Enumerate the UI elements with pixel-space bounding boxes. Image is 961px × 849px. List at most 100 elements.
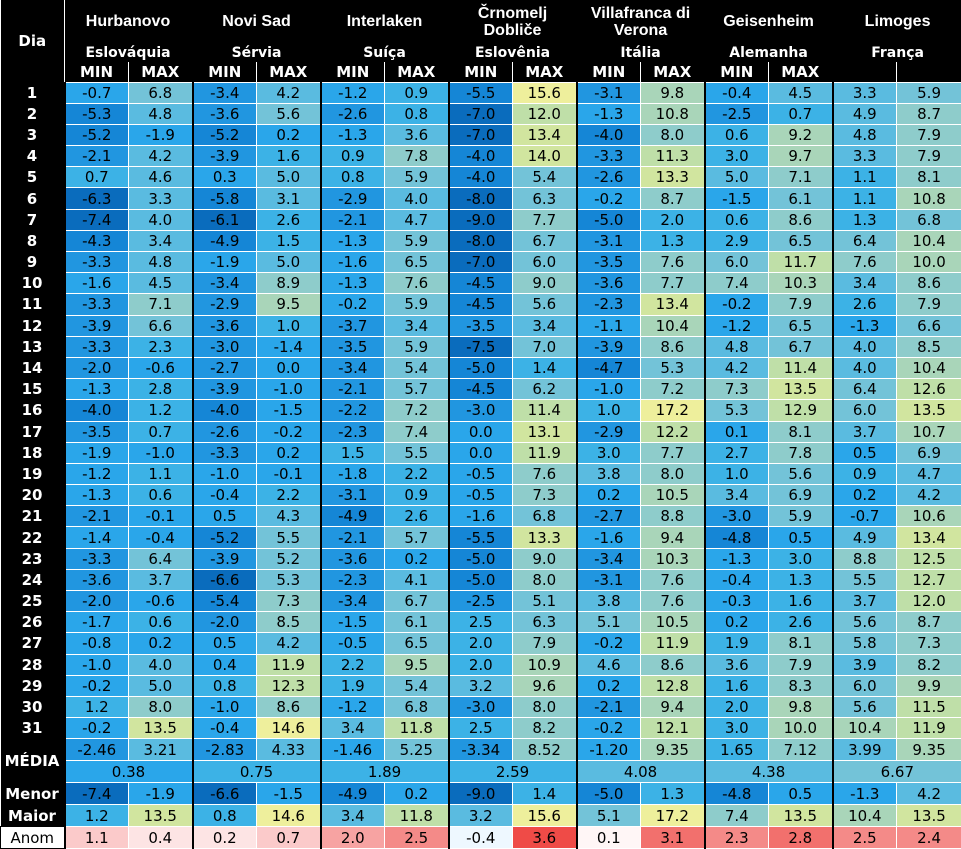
max-temp-cell: -1.5 (257, 400, 321, 421)
min-temp-cell: 3.7 (833, 591, 897, 612)
menor-cell: -7.4 (65, 783, 129, 805)
min-temp-cell: 0.7 (65, 167, 129, 188)
menor-label: Menor (1, 783, 65, 805)
max-temp-cell: 4.1 (385, 569, 449, 590)
min-temp-cell: -5.0 (577, 209, 641, 230)
min-temp-cell: 4.0 (833, 357, 897, 378)
max-temp-cell: 7.2 (641, 379, 705, 400)
max-temp-cell: 12.5 (897, 548, 961, 569)
min-temp-cell: -2.5 (705, 103, 769, 124)
min-temp-cell: -1.3 (65, 379, 129, 400)
max-temp-cell: 0.8 (385, 103, 449, 124)
day-number: 25 (1, 591, 65, 612)
media-average-cell: 2.59 (449, 761, 577, 783)
anomaly-cell: 0.2 (193, 827, 257, 849)
max-temp-cell: 8.0 (129, 696, 193, 717)
min-temp-cell: -3.9 (193, 146, 257, 167)
min-temp-cell: -3.4 (577, 548, 641, 569)
station-country: Eslovênia (449, 43, 577, 62)
min-temp-cell: -0.8 (65, 633, 129, 654)
max-temp-cell: 2.3 (129, 336, 193, 357)
max-temp-cell: 13.5 (769, 379, 833, 400)
min-temp-cell: -4.8 (705, 527, 769, 548)
max-temp-cell: 12.2 (641, 421, 705, 442)
min-temp-cell: 7.3 (705, 379, 769, 400)
min-temp-cell: -2.9 (193, 294, 257, 315)
max-temp-cell: 0.6 (129, 485, 193, 506)
min-temp-cell: -2.0 (65, 357, 129, 378)
max-temp-cell: 4.0 (385, 188, 449, 209)
max-temp-cell: 1.6 (257, 146, 321, 167)
maior-cell: 11.8 (385, 805, 449, 827)
min-temp-cell: -5.5 (449, 527, 513, 548)
max-temp-cell: 5.4 (385, 675, 449, 696)
min-temp-cell: 3.8 (577, 463, 641, 484)
min-temp-cell: -2.1 (65, 506, 129, 527)
min-temp-cell: -0.2 (577, 718, 641, 739)
min-temp-cell: -3.3 (65, 294, 129, 315)
min-temp-cell: -1.9 (193, 252, 257, 273)
max-temp-cell: 4.7 (385, 209, 449, 230)
min-temp-cell: -5.8 (193, 188, 257, 209)
min-temp-cell: 2.6 (833, 294, 897, 315)
max-temp-cell: 12.0 (897, 591, 961, 612)
min-temp-cell: -1.3 (577, 103, 641, 124)
day-number: 28 (1, 654, 65, 675)
min-temp-cell: 4.9 (833, 103, 897, 124)
max-temp-cell: 6.6 (129, 315, 193, 336)
min-temp-cell: -7.0 (449, 103, 513, 124)
day-number: 6 (1, 188, 65, 209)
min-temp-cell: -0.2 (577, 188, 641, 209)
min-temp-cell: 3.8 (577, 591, 641, 612)
max-temp-cell: 10.0 (769, 718, 833, 739)
min-temp-cell: -0.4 (193, 485, 257, 506)
max-temp-cell: 8.6 (641, 654, 705, 675)
day-number: 4 (1, 146, 65, 167)
day-number: 10 (1, 273, 65, 294)
max-temp-cell: 0.9 (385, 82, 449, 103)
max-temp-cell: -0.1 (257, 463, 321, 484)
max-temp-cell: 12.7 (897, 569, 961, 590)
max-temp-cell: 10.8 (641, 103, 705, 124)
min-temp-cell: 3.2 (449, 675, 513, 696)
min-temp-cell: -1.1 (577, 315, 641, 336)
max-temp-cell: 3.4 (385, 315, 449, 336)
max-temp-cell: 12.3 (257, 675, 321, 696)
max-temp-cell: -0.2 (257, 421, 321, 442)
min-temp-cell: -6.1 (193, 209, 257, 230)
min-temp-cell: 6.4 (833, 230, 897, 251)
max-temp-cell: 6.5 (385, 252, 449, 273)
station-city: Črnomelj Dobliče (449, 0, 577, 43)
max-temp-cell: 5.9 (385, 336, 449, 357)
station-country: Suíça (321, 43, 449, 62)
min-temp-cell: -2.6 (577, 167, 641, 188)
max-temp-cell: 13.3 (513, 527, 577, 548)
min-temp-cell: -4.0 (449, 146, 513, 167)
max-temp-cell: 7.9 (513, 633, 577, 654)
station-city: Hurbanovo (65, 0, 193, 43)
min-temp-cell: -0.5 (449, 463, 513, 484)
min-temp-cell: -1.5 (705, 188, 769, 209)
max-temp-cell: 4.5 (129, 273, 193, 294)
min-temp-cell: -0.3 (705, 591, 769, 612)
max-temp-cell: 7.6 (641, 252, 705, 273)
min-temp-cell: -3.0 (449, 400, 513, 421)
min-temp-cell: -3.1 (577, 569, 641, 590)
min-temp-cell: -3.3 (65, 336, 129, 357)
maior-cell: 5.1 (577, 805, 641, 827)
min-temp-cell: 4.2 (705, 357, 769, 378)
min-temp-cell: 0.5 (833, 442, 897, 463)
min-temp-cell: -1.3 (65, 485, 129, 506)
max-temp-cell: 0.0 (257, 357, 321, 378)
anomaly-cell: 2.4 (897, 827, 961, 849)
max-temp-cell: 7.6 (641, 569, 705, 590)
station-country: Sérvia (193, 43, 321, 62)
max-temp-cell: 6.2 (513, 379, 577, 400)
max-temp-cell: 5.7 (385, 379, 449, 400)
maior-cell: 3.4 (321, 805, 385, 827)
media-average-cell: 0.38 (65, 761, 193, 783)
